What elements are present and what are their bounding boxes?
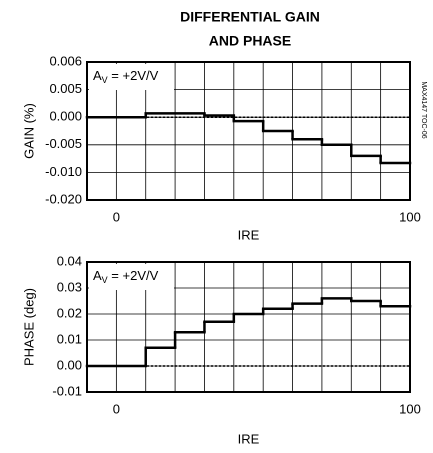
annotation: AV = +2V/V <box>93 268 159 285</box>
chart-title: AND PHASE <box>209 33 291 49</box>
y-tick-label: 0.03 <box>57 279 82 294</box>
y-axis-label: PHASE (deg) <box>21 288 36 366</box>
plot-frame <box>86 261 411 393</box>
y-tick-label: 0.04 <box>57 253 82 268</box>
y-tick-label: -0.01 <box>52 383 82 398</box>
y-tick-label: 0.000 <box>49 109 82 124</box>
y-tick-label: 0.02 <box>57 305 82 320</box>
annotation-box <box>89 64 174 90</box>
annotation-sub: V <box>102 75 108 85</box>
x-tick-label: 0 <box>113 401 120 416</box>
plot-frame <box>86 61 411 201</box>
x-tick-label: 0 <box>113 209 120 224</box>
annotation-rest: = +2V/V <box>108 68 159 83</box>
y-tick-label: -0.005 <box>45 136 82 151</box>
y-axis-label: GAIN (%) <box>21 103 36 159</box>
annotation-sub: V <box>102 275 108 285</box>
y-tick-label: 0.01 <box>57 331 82 346</box>
x-tick-label: 100 <box>399 209 421 224</box>
annotation-box <box>89 264 174 290</box>
x-axis-label: IRE <box>238 431 260 446</box>
y-tick-label: -0.020 <box>45 191 82 206</box>
y-tick-label: -0.010 <box>45 164 82 179</box>
x-tick-label: 100 <box>399 401 421 416</box>
side-note: MAX4147 TOC-06 <box>420 81 427 138</box>
chart-title: DIFFERENTIAL GAIN <box>180 9 320 25</box>
annotation-rest: = +2V/V <box>108 268 159 283</box>
y-tick-label: 0.005 <box>49 81 82 96</box>
annotation-base: A <box>93 68 102 83</box>
y-tick-label: 0.00 <box>57 357 82 372</box>
annotation-base: A <box>93 268 102 283</box>
y-tick-label: 0.006 <box>49 53 82 68</box>
annotation: AV = +2V/V <box>93 68 159 85</box>
x-axis-label: IRE <box>238 227 260 242</box>
